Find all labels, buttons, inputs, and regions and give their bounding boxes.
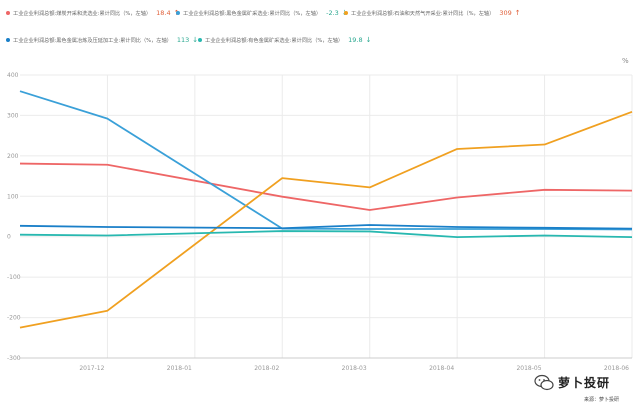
- y-tick-label: -100: [7, 274, 21, 281]
- arrow-down-icon: ↓: [365, 36, 372, 44]
- x-tick-label: 2018-01: [167, 365, 192, 372]
- legend-value: 309: [499, 9, 512, 17]
- series-line-3: [19, 224, 633, 230]
- x-tick-label: 2018-03: [342, 365, 367, 372]
- series-line-2: [19, 110, 633, 329]
- legend-label: 工业企业利润总额:黑色金属矿采选业:累计同比（%，左轴）: [183, 10, 322, 17]
- watermark-source: 来源：萝卜投研: [584, 397, 620, 403]
- legend-value: 113: [176, 36, 190, 44]
- legend-swatch: [6, 38, 10, 42]
- y-tick-label: 100: [7, 193, 19, 200]
- legend-value: -2.3: [326, 9, 339, 17]
- legend-item-ferrous-smelting[interactable]: 工业企业利润总额:黑色金属冶炼及压延加工业:累计同比（%，左轴） 113 ↓: [6, 36, 198, 44]
- legend-swatch: [344, 11, 348, 15]
- legend-item-nonferrous-ore[interactable]: 工业企业利润总额:有色金属矿采选业:累计同比（%，左轴） 19.8 ↓: [198, 36, 371, 44]
- legend-value: 19.8: [348, 36, 363, 44]
- x-tick-label: 2018-05: [516, 365, 541, 372]
- legend-label: 工业企业利润总额:有色金属矿采选业:累计同比（%，左轴）: [205, 37, 344, 44]
- legend-label: 工业企业利润总额:黑色金属冶炼及压延加工业:累计同比（%，左轴）: [13, 37, 172, 44]
- y-tick-label: 400: [7, 72, 19, 79]
- x-tick-label: 2018-02: [254, 365, 279, 372]
- legend-swatch: [198, 38, 202, 42]
- series-line-4: [19, 230, 633, 239]
- y-tick-label: 200: [7, 153, 19, 160]
- series-line-1: [19, 90, 633, 231]
- arrow-up-icon: ↑: [514, 9, 521, 17]
- legend-swatch: [176, 11, 180, 15]
- y-tick-label: 300: [7, 112, 19, 119]
- y-tick-label: 0: [7, 234, 11, 241]
- legend-label: 工业企业利润总额:煤炭开采和洗选业:累计同比（%，左轴）: [13, 10, 152, 17]
- arrow-down-icon: ↓: [192, 36, 199, 44]
- legend-item-oil-gas[interactable]: 工业企业利润总额:石油和天然气开采业:累计同比（%，左轴） 309 ↑: [344, 9, 521, 17]
- chart-legend: 工业企业利润总额:煤炭开采和洗选业:累计同比（%，左轴） 18.4 ↑ 工业企业…: [0, 0, 640, 52]
- legend-label: 工业企业利润总额:石油和天然气开采业:累计同比（%，左轴）: [351, 10, 495, 17]
- x-tick-label: 2018-06: [604, 365, 629, 372]
- y-axis-unit: %: [622, 57, 629, 65]
- watermark: 萝卜投研 来源：萝卜投研: [534, 372, 638, 408]
- y-tick-label: -300: [7, 355, 21, 362]
- x-tick-label: 2017-12: [79, 365, 104, 372]
- series-line-0: [19, 162, 633, 211]
- watermark-name: 萝卜投研: [558, 376, 611, 390]
- x-tick-label: 2018-04: [429, 365, 454, 372]
- legend-value: 18.4: [156, 9, 171, 17]
- wechat-icon: [534, 374, 554, 391]
- legend-swatch: [6, 11, 10, 15]
- y-tick-label: -200: [7, 315, 21, 322]
